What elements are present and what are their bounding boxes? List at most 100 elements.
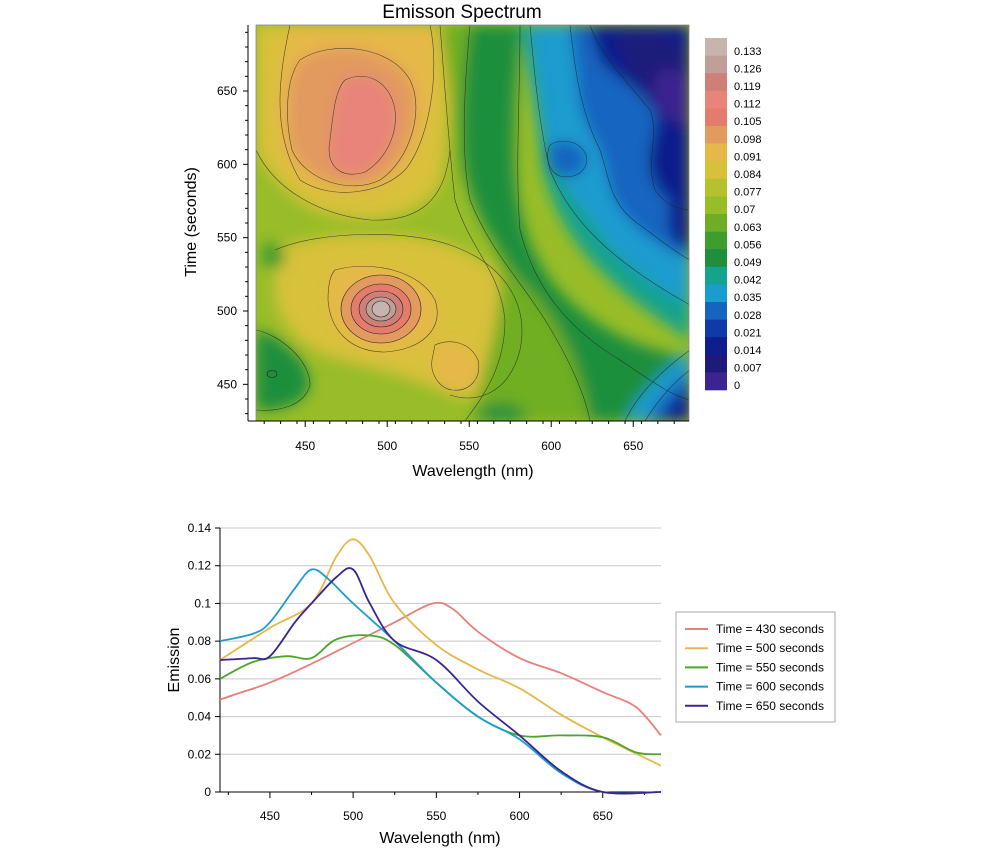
colorbar-swatch [705, 55, 727, 74]
colorbar-label: 0.112 [734, 99, 761, 111]
colorbar-swatch [705, 143, 727, 162]
colorbar-label: 0.042 [734, 275, 762, 287]
line-y-tick-label: 0.06 [188, 672, 212, 686]
line-y-tick-label: 0.02 [188, 747, 212, 761]
line-y-tick-label: 0.04 [188, 710, 212, 724]
colorbar-swatch [705, 196, 727, 215]
colorbar-label: 0.07 [734, 204, 755, 216]
contour-x-tick-label: 600 [541, 439, 561, 453]
colorbar-label: 0.126 [734, 63, 762, 75]
contour-x-label: Wavelength (nm) [412, 463, 533, 480]
line-x-ticks: 450 500 550 600 650 [227, 792, 645, 823]
contour-region [668, 198, 689, 250]
colorbar-label: 0.049 [734, 257, 762, 269]
contour-y-tick-label: 500 [217, 304, 237, 318]
line-y-ticks: 0 0.02 0.04 0.06 0.08 0.1 0.12 0.14 [188, 521, 220, 799]
contour-region [431, 341, 479, 391]
colorbar-label: 0.063 [734, 222, 762, 234]
line-y-label: Emission [166, 628, 183, 693]
colorbar: 0.133 0.126 0.119 0.112 0.105 0.098 0.091 0.084… [705, 38, 762, 392]
line-grid [220, 527, 661, 793]
legend-label: Time = 650 seconds [716, 699, 824, 713]
contour-y-ticks: 450 500 550 600 650 [217, 31, 248, 415]
contour-region [478, 403, 525, 421]
colorbar-label: 0.091 [734, 151, 762, 163]
colorbar-label: 0.035 [734, 292, 762, 304]
contour-x-tick-label: 450 [295, 439, 315, 453]
contour-region [256, 330, 310, 411]
colorbar-swatch [705, 249, 727, 268]
colorbar-swatch [705, 108, 727, 127]
legend-label: Time = 430 seconds [716, 622, 824, 636]
colorbar-swatch [705, 354, 727, 373]
line-y-tick-label: 0.12 [188, 559, 212, 573]
legend-label: Time = 600 seconds [716, 680, 824, 694]
colorbar-label: 0.021 [734, 327, 762, 339]
series-line [219, 601, 662, 736]
series-line [219, 634, 662, 756]
colorbar-label: 0.028 [734, 310, 762, 322]
colorbar-label: 0 [734, 380, 740, 392]
colorbar-swatch [705, 284, 727, 303]
line-x-tick-label: 650 [593, 809, 613, 823]
contour-region [262, 243, 285, 269]
colorbar-swatch [705, 319, 727, 338]
colorbar-label: 0.007 [734, 363, 762, 375]
series-line [219, 538, 662, 767]
contour-x-ticks: 450 500 550 600 650 [263, 421, 675, 453]
line-x-tick-label: 550 [426, 809, 446, 823]
contour-title: Emisson Spectrum [382, 2, 541, 23]
colorbar-label: 0.098 [734, 134, 762, 146]
colorbar-swatch [705, 266, 727, 285]
colorbar-swatch [705, 73, 727, 92]
contour-y-label: Time (seconds) [183, 167, 200, 277]
legend: Time = 430 seconds Time = 500 seconds Time… [675, 611, 836, 723]
line-x-tick-label: 450 [260, 809, 280, 823]
colorbar-swatch [705, 126, 727, 144]
series-line [219, 568, 662, 795]
contour-peak [371, 300, 391, 318]
line-chart: 0 0.02 0.04 0.06 0.08 0.1 0.12 0.14 450 500 550 60… [166, 521, 836, 847]
colorbar-label: 0.077 [734, 187, 762, 199]
line-y-tick-label: 0.08 [188, 634, 212, 648]
contour-region [653, 68, 689, 125]
colorbar-swatch [705, 231, 727, 250]
contour-region [660, 385, 689, 421]
contour-lines [256, 25, 689, 421]
contour-x-tick-label: 550 [459, 439, 479, 453]
legend-label: Time = 550 seconds [716, 660, 824, 674]
contour-y-tick-label: 450 [217, 377, 237, 391]
colorbar-swatch [705, 337, 727, 356]
colorbar-swatch [705, 90, 727, 109]
series-line [219, 567, 662, 795]
colorbar-swatch [705, 302, 727, 320]
contour-x-tick-label: 500 [377, 439, 397, 453]
colorbar-label: 0.014 [734, 345, 762, 357]
line-y-tick-label: 0.14 [188, 521, 212, 535]
contour-area [256, 25, 689, 421]
colorbar-label: 0.056 [734, 239, 762, 251]
colorbar-swatch [705, 161, 727, 180]
contour-peak [266, 370, 278, 378]
line-y-tick-label: 0.1 [194, 596, 211, 610]
line-x-label: Wavelength (nm) [379, 830, 500, 847]
colorbar-swatch [705, 214, 727, 232]
colorbar-label: 0.084 [734, 169, 762, 181]
line-x-tick-label: 600 [510, 809, 530, 823]
colorbar-swatch [705, 178, 727, 197]
colorbar-label: 0.105 [734, 116, 762, 128]
contour-y-tick-label: 650 [217, 84, 237, 98]
line-y-tick-label: 0 [204, 785, 211, 799]
contour-y-tick-label: 600 [217, 157, 237, 171]
contour-plot: Emisson Spectrum [183, 2, 762, 480]
colorbar-label: 0.119 [734, 81, 761, 93]
contour-region [329, 76, 396, 175]
contour-region [547, 141, 587, 177]
colorbar-swatch [705, 372, 727, 391]
legend-label: Time = 500 seconds [716, 641, 824, 655]
line-x-tick-label: 500 [343, 809, 363, 823]
colorbar-swatch [705, 38, 727, 56]
contour-x-tick-label: 650 [623, 439, 643, 453]
line-series-group [219, 538, 662, 795]
